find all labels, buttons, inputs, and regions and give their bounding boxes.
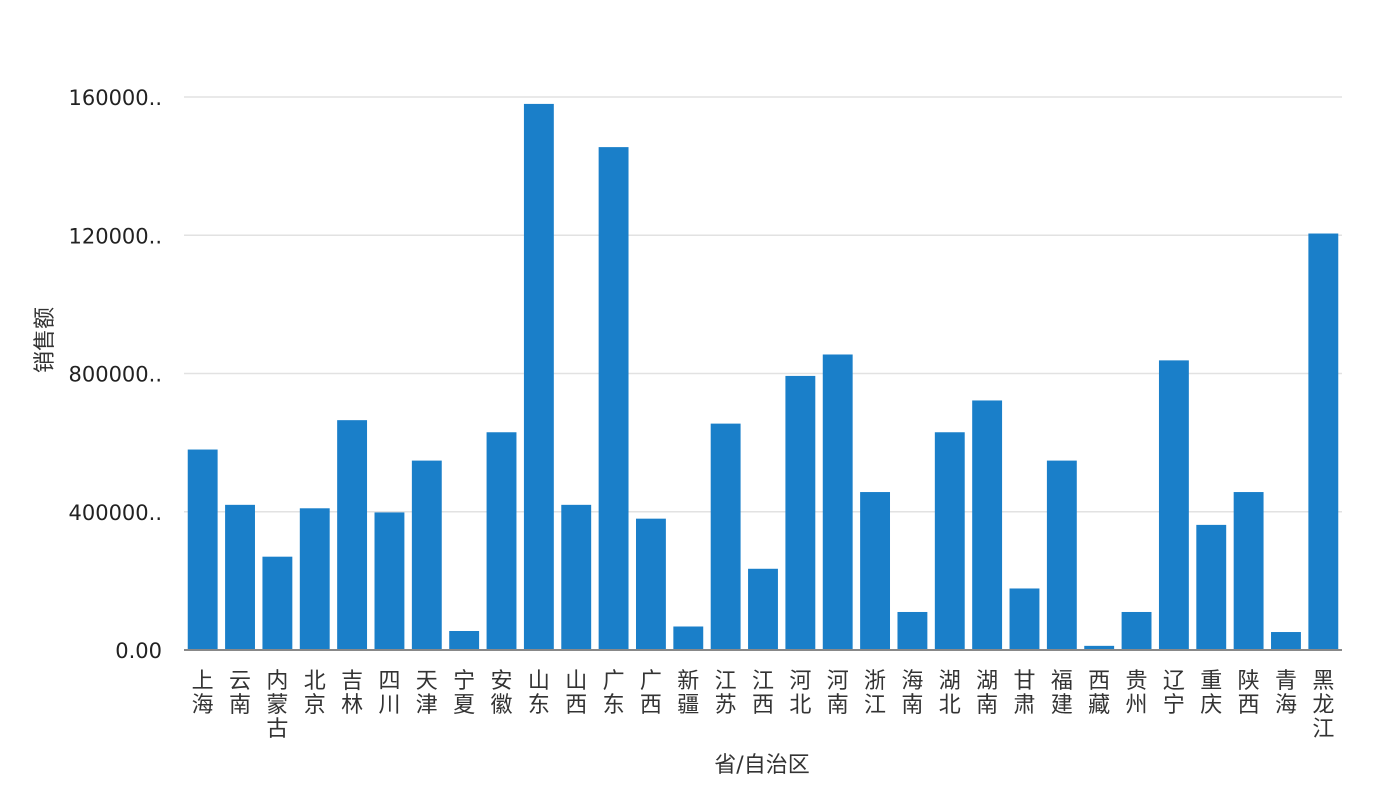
bar-河南[interactable] xyxy=(822,354,853,650)
x-tick-label: 重庆 xyxy=(1200,669,1222,718)
bar-江西[interactable] xyxy=(748,568,778,650)
x-tick-label: 江西 xyxy=(752,669,774,718)
bar-四川[interactable] xyxy=(374,512,405,650)
bar-云南[interactable] xyxy=(225,504,255,650)
x-tick-label: 安徽 xyxy=(491,669,513,718)
bar-贵州[interactable] xyxy=(1121,611,1152,650)
x-tick-label: 甘肃 xyxy=(1013,669,1035,718)
y-tick-label: 160000.. xyxy=(68,86,162,110)
bar-内蒙古[interactable] xyxy=(262,556,293,650)
x-tick-label: 山东 xyxy=(528,669,550,718)
bar-陕西[interactable] xyxy=(1233,492,1264,650)
bar-湖南[interactable] xyxy=(972,400,1003,650)
x-tick-label: 青海 xyxy=(1275,669,1297,718)
bar-宁夏[interactable] xyxy=(449,630,480,650)
x-tick-label: 四川 xyxy=(378,669,400,718)
bars xyxy=(187,103,1339,651)
x-tick-label: 云南 xyxy=(229,669,251,718)
x-tick-label: 河北 xyxy=(789,669,811,718)
x-tick-label: 上海 xyxy=(192,669,214,718)
x-tick-label: 黑龙江 xyxy=(1312,669,1334,742)
x-tick-label: 北京 xyxy=(304,669,326,718)
x-tick-label: 广西 xyxy=(640,669,662,718)
bar-西藏[interactable] xyxy=(1084,645,1115,650)
y-tick-labels: 0.00 400000.. 800000.. 120000.. 160000.. xyxy=(68,86,162,663)
x-tick-label: 贵州 xyxy=(1126,669,1148,718)
bar-北京[interactable] xyxy=(299,508,330,650)
bar-天津[interactable] xyxy=(411,460,442,650)
bar-新疆[interactable] xyxy=(673,626,704,650)
x-tick-label: 河南 xyxy=(827,669,849,718)
bar-湖北[interactable] xyxy=(934,432,965,650)
bar-海南[interactable] xyxy=(897,611,928,650)
gridlines xyxy=(184,96,1342,513)
x-tick-label: 辽宁 xyxy=(1163,669,1185,718)
bar-辽宁[interactable] xyxy=(1158,360,1189,650)
x-axis-title: 省/自治区 xyxy=(714,753,809,778)
x-tick-label: 湖南 xyxy=(976,669,998,718)
x-tick-label: 新疆 xyxy=(677,669,699,718)
x-tick-label: 海南 xyxy=(901,669,923,718)
y-axis-title: 销售额 xyxy=(33,307,58,373)
x-tick-label: 宁夏 xyxy=(453,669,475,718)
bar-河北[interactable] xyxy=(785,375,816,650)
bar-广东[interactable] xyxy=(598,147,629,650)
x-tick-label: 福建 xyxy=(1051,669,1073,718)
bar-福建[interactable] xyxy=(1046,460,1077,650)
bar-广西[interactable] xyxy=(635,518,666,650)
x-tick-label: 西藏 xyxy=(1088,669,1110,718)
bar-山西[interactable] xyxy=(561,504,592,650)
bar-吉林[interactable] xyxy=(337,420,368,650)
x-tick-label: 浙江 xyxy=(864,669,886,718)
y-tick-label: 0.00 xyxy=(115,639,162,663)
y-tick-label: 800000.. xyxy=(68,363,162,387)
bar-重庆[interactable] xyxy=(1196,524,1227,650)
bar-青海[interactable] xyxy=(1271,632,1301,650)
x-tick-label: 江苏 xyxy=(715,669,737,718)
bar-上海[interactable] xyxy=(187,449,218,650)
bar-安徽[interactable] xyxy=(486,432,517,650)
x-tick-label: 湖北 xyxy=(939,669,961,718)
x-tick-label: 山西 xyxy=(565,669,587,718)
x-tick-label: 吉林 xyxy=(341,669,363,718)
y-tick-label: 120000.. xyxy=(68,224,162,248)
x-tick-label: 天津 xyxy=(416,669,438,718)
x-tick-label: 广东 xyxy=(603,669,625,718)
bar-浙江[interactable] xyxy=(860,492,891,650)
x-tick-labels: 上海云南内蒙古北京吉林四川天津宁夏安徽山东山西广东广西新疆江苏江西河北河南浙江海… xyxy=(192,669,1335,742)
bar-黑龙江[interactable] xyxy=(1308,233,1339,650)
x-tick-label: 陕西 xyxy=(1238,669,1260,718)
y-tick-label: 400000.. xyxy=(68,501,162,525)
x-tick-label: 内蒙古 xyxy=(266,669,288,742)
bar-山东[interactable] xyxy=(523,103,554,651)
bar-江苏[interactable] xyxy=(710,423,741,650)
bar-甘肃[interactable] xyxy=(1009,588,1040,650)
